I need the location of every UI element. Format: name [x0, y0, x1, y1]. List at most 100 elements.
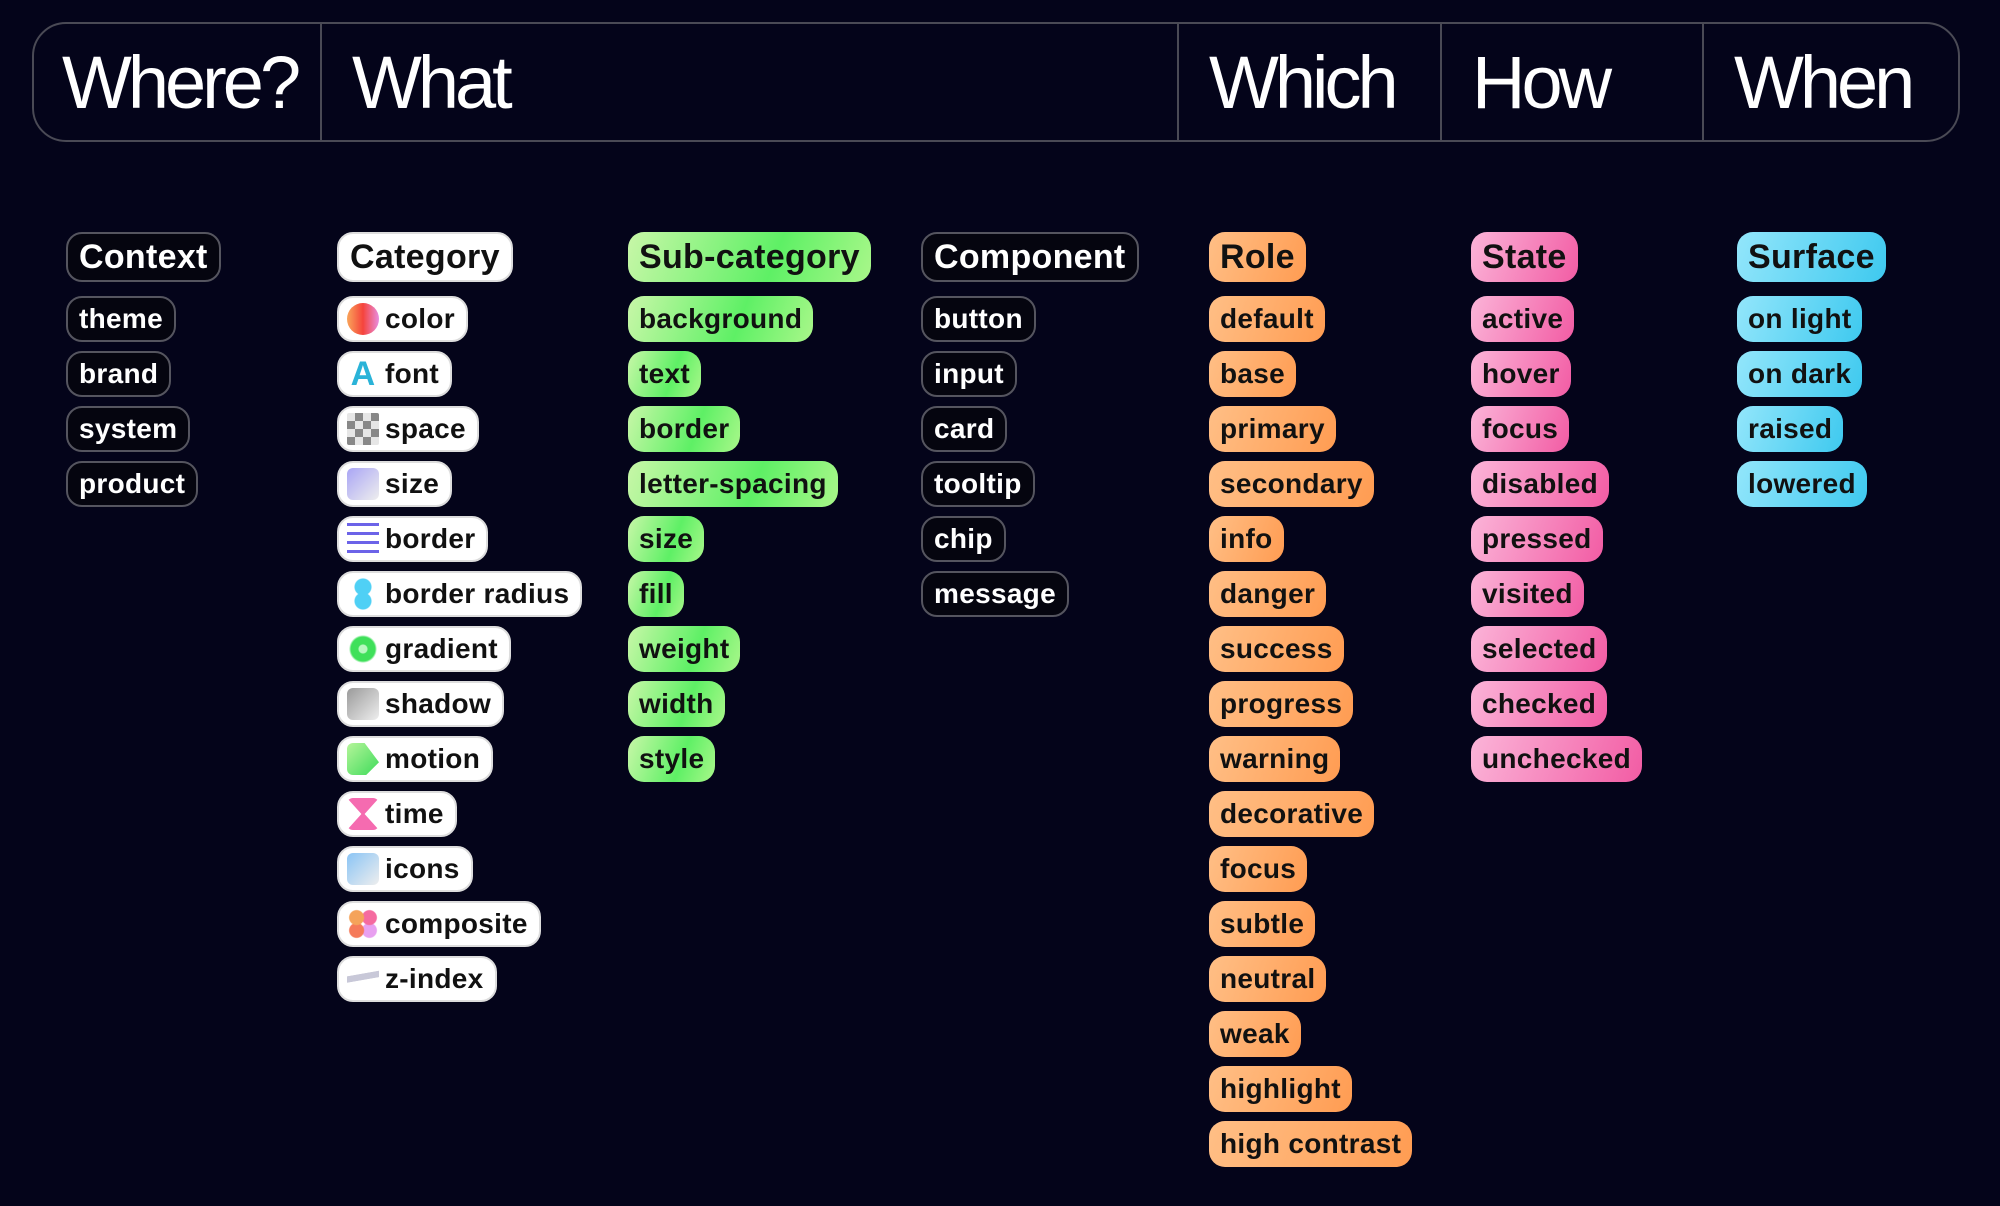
chip-label: size [639, 523, 694, 554]
token-chip[interactable]: subtle [1209, 901, 1316, 947]
column-header: State [1471, 232, 1578, 282]
chip-label: card [934, 413, 995, 444]
token-chip[interactable]: visited [1471, 571, 1584, 617]
shadow-icon [347, 688, 379, 720]
chip-label: system [79, 413, 178, 444]
chip-label: style [639, 743, 705, 774]
token-chip[interactable]: system [66, 406, 191, 452]
token-chip[interactable]: highlight [1209, 1066, 1352, 1112]
token-chip[interactable]: default [1209, 296, 1325, 342]
token-chip[interactable]: tooltip [921, 461, 1035, 507]
token-chip[interactable]: border [628, 406, 741, 452]
token-chip[interactable]: color [337, 296, 468, 342]
token-chip[interactable]: disabled [1471, 461, 1609, 507]
token-chip[interactable]: progress [1209, 681, 1354, 727]
token-chip[interactable]: background [628, 296, 814, 342]
chip-label: primary [1220, 413, 1325, 444]
chip-label: icons [385, 853, 460, 884]
token-chip[interactable]: gradient [337, 626, 511, 672]
token-chip[interactable]: unchecked [1471, 736, 1642, 782]
chip-label: time [385, 798, 444, 829]
token-chip[interactable]: composite [337, 901, 541, 947]
token-chip[interactable]: card [921, 406, 1008, 452]
letter-a-icon: A [350, 355, 376, 393]
token-chip[interactable]: weight [628, 626, 741, 672]
token-chip[interactable]: chip [921, 516, 1006, 562]
chip-label: width [639, 688, 714, 719]
token-chip[interactable]: focus [1471, 406, 1570, 452]
token-chip[interactable]: input [921, 351, 1017, 397]
layers-icon [347, 963, 379, 995]
token-chip[interactable]: size [337, 461, 453, 507]
token-chip[interactable]: base [1209, 351, 1297, 397]
token-chip[interactable]: danger [1209, 571, 1327, 617]
token-chip[interactable]: checked [1471, 681, 1608, 727]
token-chip[interactable]: text [628, 351, 701, 397]
chip-label: pressed [1482, 523, 1592, 554]
token-chip[interactable]: style [628, 736, 716, 782]
chip-label: decorative [1220, 798, 1364, 829]
token-chip[interactable]: neutral [1209, 956, 1327, 1002]
header-which: Which [1177, 24, 1440, 140]
token-chip[interactable]: secondary [1209, 461, 1374, 507]
chip-label: success [1220, 633, 1333, 664]
chip-label: lowered [1748, 468, 1856, 499]
checkerboard-icon [347, 413, 379, 445]
chip-label: letter-spacing [639, 468, 827, 499]
token-chip[interactable]: active [1471, 296, 1575, 342]
chip-label: brand [79, 358, 159, 389]
chip-label: selected [1482, 633, 1597, 664]
chip-label: motion [385, 743, 481, 774]
token-chip[interactable]: pressed [1471, 516, 1603, 562]
token-chip[interactable]: success [1209, 626, 1344, 672]
token-chip[interactable]: icons [337, 846, 473, 892]
token-chip[interactable]: fill [628, 571, 684, 617]
chip-label: background [639, 303, 803, 334]
chip-label: fill [639, 578, 673, 609]
token-chip[interactable]: button [921, 296, 1036, 342]
icons-grid-icon [347, 853, 379, 885]
token-chip[interactable]: message [921, 571, 1069, 617]
token-chip[interactable]: on dark [1737, 351, 1863, 397]
hourglass-icon [347, 798, 379, 830]
chip-label: message [934, 578, 1056, 609]
token-chip[interactable]: border [337, 516, 489, 562]
token-chip[interactable]: size [628, 516, 705, 562]
token-chip[interactable]: lowered [1737, 461, 1867, 507]
token-chip[interactable]: selected [1471, 626, 1608, 672]
token-chip[interactable]: time [337, 791, 457, 837]
token-chip[interactable]: info [1209, 516, 1284, 562]
token-chip[interactable]: warning [1209, 736, 1341, 782]
token-chip[interactable]: primary [1209, 406, 1336, 452]
chip-label: disabled [1482, 468, 1598, 499]
chip-label: highlight [1220, 1073, 1341, 1104]
chip-label: border [639, 413, 730, 444]
token-chip[interactable]: raised [1737, 406, 1844, 452]
token-chip[interactable]: brand [66, 351, 172, 397]
token-chip[interactable]: space [337, 406, 479, 452]
header-how: How [1440, 24, 1702, 140]
token-chip[interactable]: focus [1209, 846, 1308, 892]
token-chip[interactable]: high contrast [1209, 1121, 1413, 1167]
token-chip[interactable]: motion [337, 736, 494, 782]
token-chip[interactable]: theme [66, 296, 176, 342]
token-chip[interactable]: hover [1471, 351, 1571, 397]
token-chip[interactable]: shadow [337, 681, 505, 727]
token-chip[interactable]: letter-spacing [628, 461, 838, 507]
chip-label: visited [1482, 578, 1573, 609]
chip-label: high contrast [1220, 1128, 1402, 1159]
token-chip[interactable]: on light [1737, 296, 1863, 342]
token-chip[interactable]: z-index [337, 956, 497, 1002]
header-bar: Where? What Which How When [32, 22, 1960, 142]
chip-label: text [639, 358, 690, 389]
token-chip[interactable]: product [66, 461, 199, 507]
token-chip[interactable]: weak [1209, 1011, 1301, 1057]
chip-label: size [385, 468, 440, 499]
token-chip[interactable]: width [628, 681, 725, 727]
flower-icon [347, 633, 379, 665]
token-chip[interactable]: decorative [1209, 791, 1375, 837]
column-header: Role [1209, 232, 1306, 282]
chip-label: warning [1220, 743, 1330, 774]
token-chip[interactable]: border radius [337, 571, 583, 617]
